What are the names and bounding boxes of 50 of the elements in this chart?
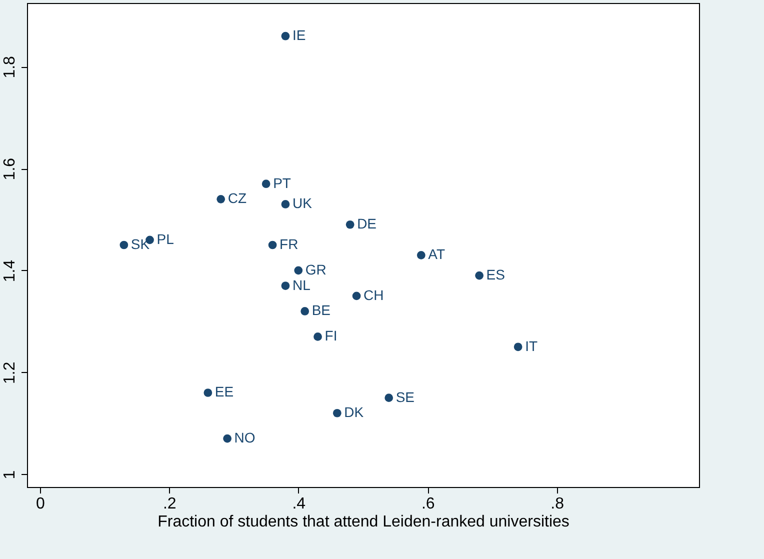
y-tick-label: 1.6 <box>2 158 18 180</box>
series-label: ES <box>486 266 505 283</box>
y-tick-label: 1.2 <box>2 362 18 384</box>
series-label: SE <box>396 388 415 405</box>
series-label: CZ <box>228 190 247 206</box>
series-label: EE <box>214 384 234 400</box>
x-tick-label: .2 <box>162 496 176 512</box>
point <box>384 394 394 402</box>
point <box>216 194 226 204</box>
point <box>294 266 303 275</box>
series-label: FI <box>324 328 338 344</box>
series-label: DE <box>357 216 377 232</box>
series-label: IT <box>525 338 538 354</box>
series-label: FR <box>280 236 298 252</box>
series-label: UK <box>292 195 313 212</box>
point <box>416 251 426 260</box>
point <box>300 307 310 316</box>
x-tick-label: .6 <box>421 496 435 512</box>
point <box>281 200 290 208</box>
x-tick-label: 0 <box>36 496 45 512</box>
series-label: PL <box>156 230 174 247</box>
point <box>475 271 484 280</box>
y-tick-label: 1.8 <box>2 56 18 78</box>
point <box>223 434 232 443</box>
point <box>204 388 212 397</box>
point <box>268 240 277 250</box>
x-axis-title: Fraction of students that attend Leiden-ranked universities <box>158 514 570 530</box>
point <box>514 342 522 352</box>
x-tick-label: .8 <box>550 496 564 512</box>
series-label: IE <box>292 27 306 44</box>
point <box>281 282 290 290</box>
point <box>262 180 270 188</box>
y-tick-label: 1.4 <box>2 260 18 282</box>
series-label: NO <box>234 430 256 446</box>
series-label: NL <box>292 276 311 293</box>
series-label: CH <box>364 286 384 303</box>
point <box>332 408 342 418</box>
point <box>281 32 290 40</box>
point <box>346 220 354 229</box>
series-label: PT <box>273 174 292 191</box>
point <box>352 292 361 300</box>
x-tick-label: .4 <box>292 496 306 512</box>
series-label: DK <box>344 404 364 420</box>
series-label: BE <box>312 302 331 318</box>
series-label: GR <box>305 261 326 278</box>
point <box>314 332 322 341</box>
point <box>120 240 128 250</box>
series-label: SK <box>130 236 150 252</box>
y-tick-label: 1 <box>2 470 18 480</box>
series-label: AT <box>428 246 446 262</box>
